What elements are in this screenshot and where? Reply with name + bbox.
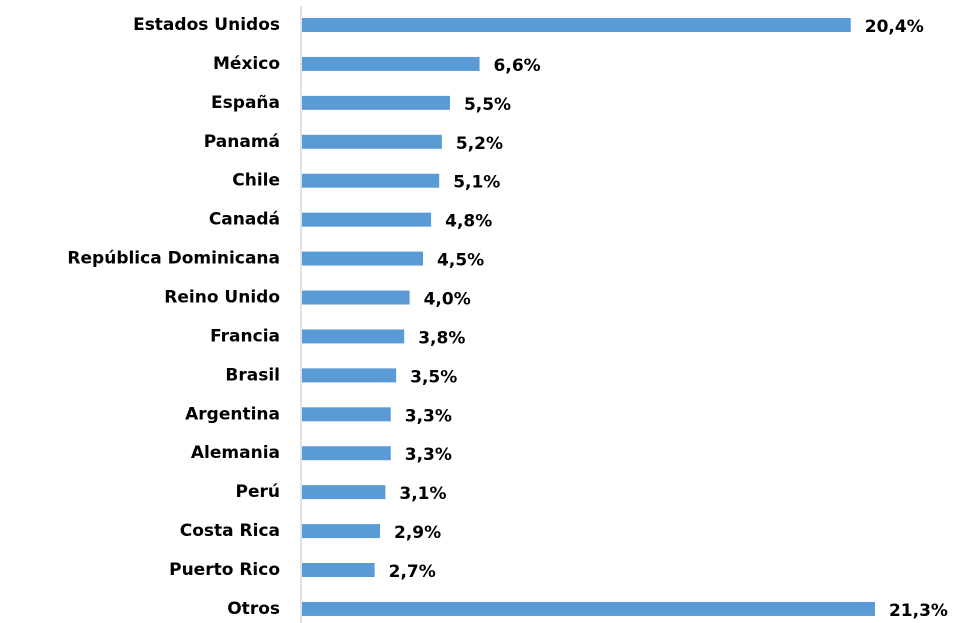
value-label: 21,3%: [889, 601, 948, 621]
bar: [302, 446, 391, 461]
value-label: 6,6%: [494, 56, 541, 76]
bar: [302, 134, 442, 149]
value-label: 4,5%: [437, 251, 484, 271]
value-label: 5,2%: [456, 134, 503, 154]
category-label: Panamá: [204, 132, 280, 152]
category-label: Brasil: [225, 365, 280, 385]
value-label: 5,5%: [464, 95, 511, 115]
category-label: Argentina: [185, 404, 280, 424]
category-label: Chile: [232, 171, 280, 191]
bar: [302, 563, 375, 578]
bar: [302, 56, 480, 71]
value-label: 5,1%: [453, 173, 500, 193]
bar: [302, 18, 851, 32]
category-label: España: [211, 93, 280, 113]
bar: [302, 329, 405, 344]
category-label: República Dominicana: [67, 249, 280, 269]
value-label: 4,8%: [445, 212, 492, 232]
bar: [302, 485, 386, 500]
value-label: 3,3%: [405, 445, 452, 465]
category-label: Francia: [210, 326, 280, 346]
value-label: 4,0%: [424, 290, 471, 310]
category-label: Costa Rica: [180, 521, 280, 541]
category-label: Puerto Rico: [169, 560, 280, 580]
category-label: Reino Unido: [164, 288, 280, 308]
category-label: Otros: [227, 599, 280, 619]
value-label: 3,5%: [410, 367, 457, 387]
category-label: Perú: [236, 482, 280, 502]
bar: [302, 95, 450, 110]
bar: [302, 601, 875, 616]
bar: [302, 290, 410, 305]
bar: [302, 212, 432, 227]
bar: [302, 407, 391, 422]
value-label: 20,4%: [865, 17, 924, 37]
value-label: 2,9%: [394, 523, 441, 543]
bar: [302, 368, 397, 383]
value-label: 3,8%: [418, 328, 465, 348]
value-label: 2,7%: [389, 562, 436, 582]
value-label: 3,3%: [405, 406, 452, 426]
bar: [302, 173, 440, 188]
category-label: Alemania: [191, 443, 280, 463]
category-label: Estados Unidos: [133, 15, 280, 35]
bar: [302, 524, 381, 539]
bar: [302, 251, 424, 266]
category-label: México: [213, 54, 280, 74]
value-label: 3,1%: [399, 484, 446, 504]
category-label: Canadá: [209, 210, 280, 230]
